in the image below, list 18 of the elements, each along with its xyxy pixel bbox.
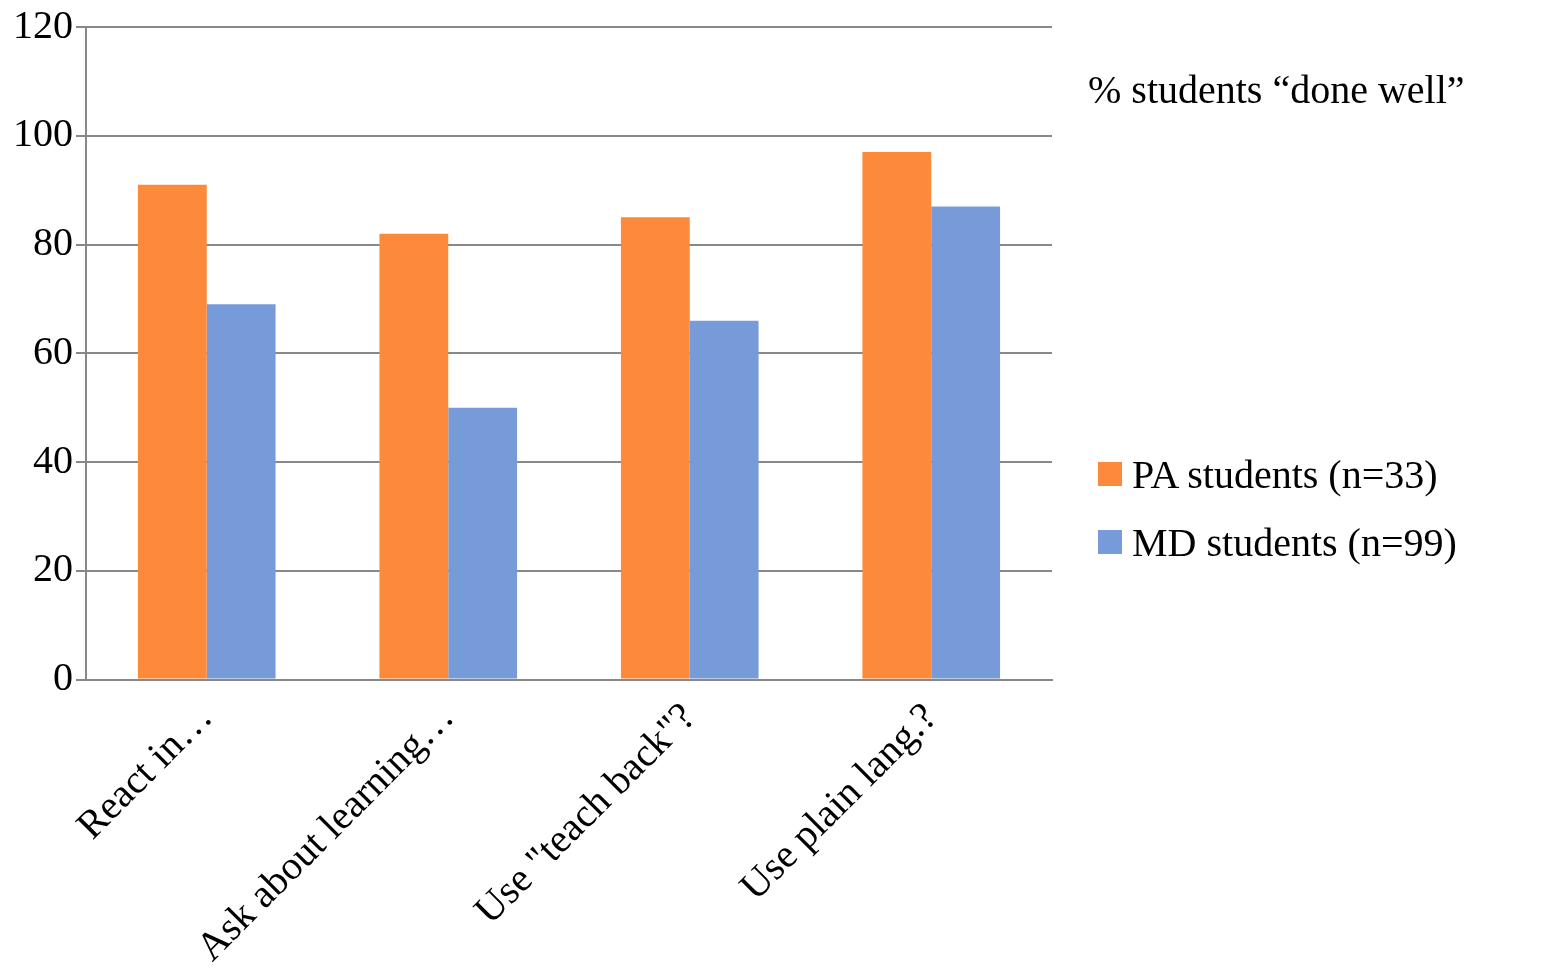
bar (862, 152, 932, 679)
y-tick-label: 80 (33, 219, 73, 265)
y-tick-label: 100 (13, 110, 73, 156)
text: % students “done well” (1088, 66, 1465, 113)
bar (689, 320, 759, 679)
bar (206, 304, 276, 679)
y-tick-label: 20 (33, 545, 73, 591)
y-tick-label: 120 (13, 1, 73, 47)
y-tick-label: 40 (33, 436, 73, 482)
bar (379, 233, 449, 679)
bar (137, 184, 207, 679)
y-tick-label: 60 (33, 327, 73, 373)
y-tick-label: 0 (53, 654, 73, 700)
bar (931, 206, 1001, 679)
bar (448, 407, 518, 679)
bar (620, 217, 690, 679)
legend-label: PA students (n=33) (1132, 450, 1438, 498)
legend-label: MD students (n=99) (1132, 518, 1457, 566)
